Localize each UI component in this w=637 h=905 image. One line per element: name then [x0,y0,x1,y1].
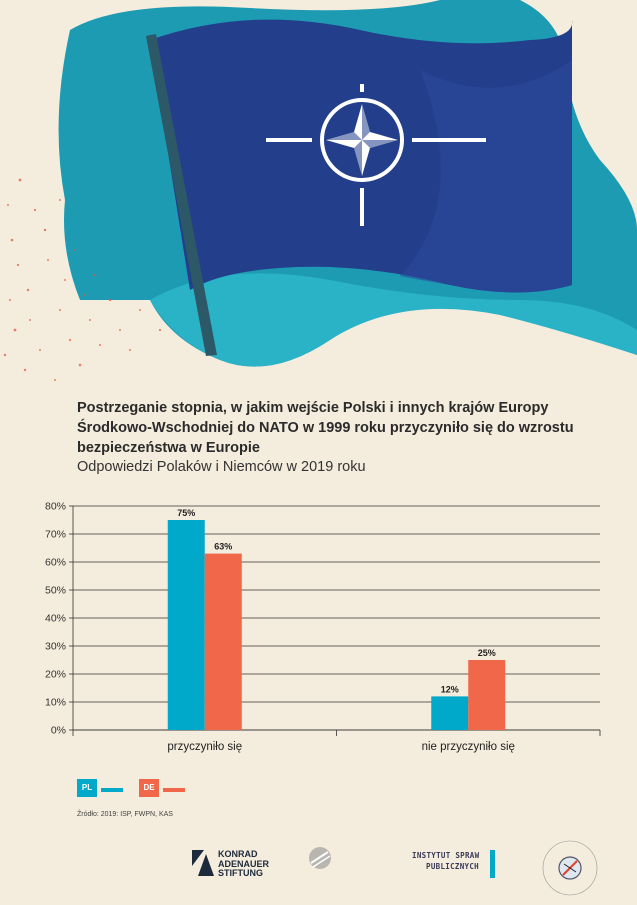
kas-logo: KONRAD ADENAUER STIFTUNG [192,849,269,881]
bar-chart: 0% 10% 20% 30% 40% 50% 60% 70% 80% przyczyniło si… [45,501,601,753]
isp-logo-text: INSTYTUT SPRAW PUBLICZNYCH [412,851,480,871]
partner-logos: KONRAD ADENAUER STIFTUNG INSTYTUT SPRAW … [0,838,637,905]
y-tick-label: 60% [45,557,66,569]
fwpn-logo [308,846,332,875]
bar-pl-0 [167,520,205,730]
teal-wave-lower [150,273,637,367]
data-label: 25% [478,648,496,658]
barometr-logo [542,840,598,896]
legend: PL DE [77,779,197,797]
y-tick-label: 80% [45,501,66,513]
y-tick-label: 0% [51,725,66,737]
data-label: 63% [214,542,232,552]
bar-de-1 [468,660,506,730]
isp-logo-bar [490,850,495,878]
kas-logo-mark [192,850,214,876]
bar-pl-1 [431,696,469,730]
spatter-dots [3,178,162,381]
data-label: 12% [441,684,459,694]
y-tick-label: 20% [45,669,66,681]
kas-logo-text: KONRAD ADENAUER STIFTUNG [218,849,270,878]
flag-shade [400,60,572,293]
nato-flag-illustration [3,0,637,381]
x-category-label: nie przyczyniło się [422,741,515,753]
y-tick-label: 70% [45,529,66,541]
source-note: Źródło: 2019: ISP, FWPN, KAS [77,811,173,818]
fwpn-logo-mark [309,847,331,869]
y-tick-label: 10% [45,697,66,709]
chart-subtitle: Odpowiedzi Polaków i Niemców w 2019 roku [77,459,366,475]
flag-pole [146,34,217,356]
x-category-label: przyczyniło się [167,741,242,753]
legend-de-swatch [163,788,185,792]
y-tick-label: 50% [45,585,66,597]
bar-de-0 [204,553,242,730]
nato-compass-emblem [266,84,486,226]
legend-de-box: DE [139,779,159,797]
legend-pl-box: PL [77,779,97,797]
data-label: 75% [177,508,195,518]
legend-pl-swatch [101,788,123,792]
chart-title: Postrzeganie stopnia, w jakim wejście Po… [77,400,574,456]
y-tick-label: 40% [45,613,66,625]
y-tick-label: 30% [45,641,66,653]
